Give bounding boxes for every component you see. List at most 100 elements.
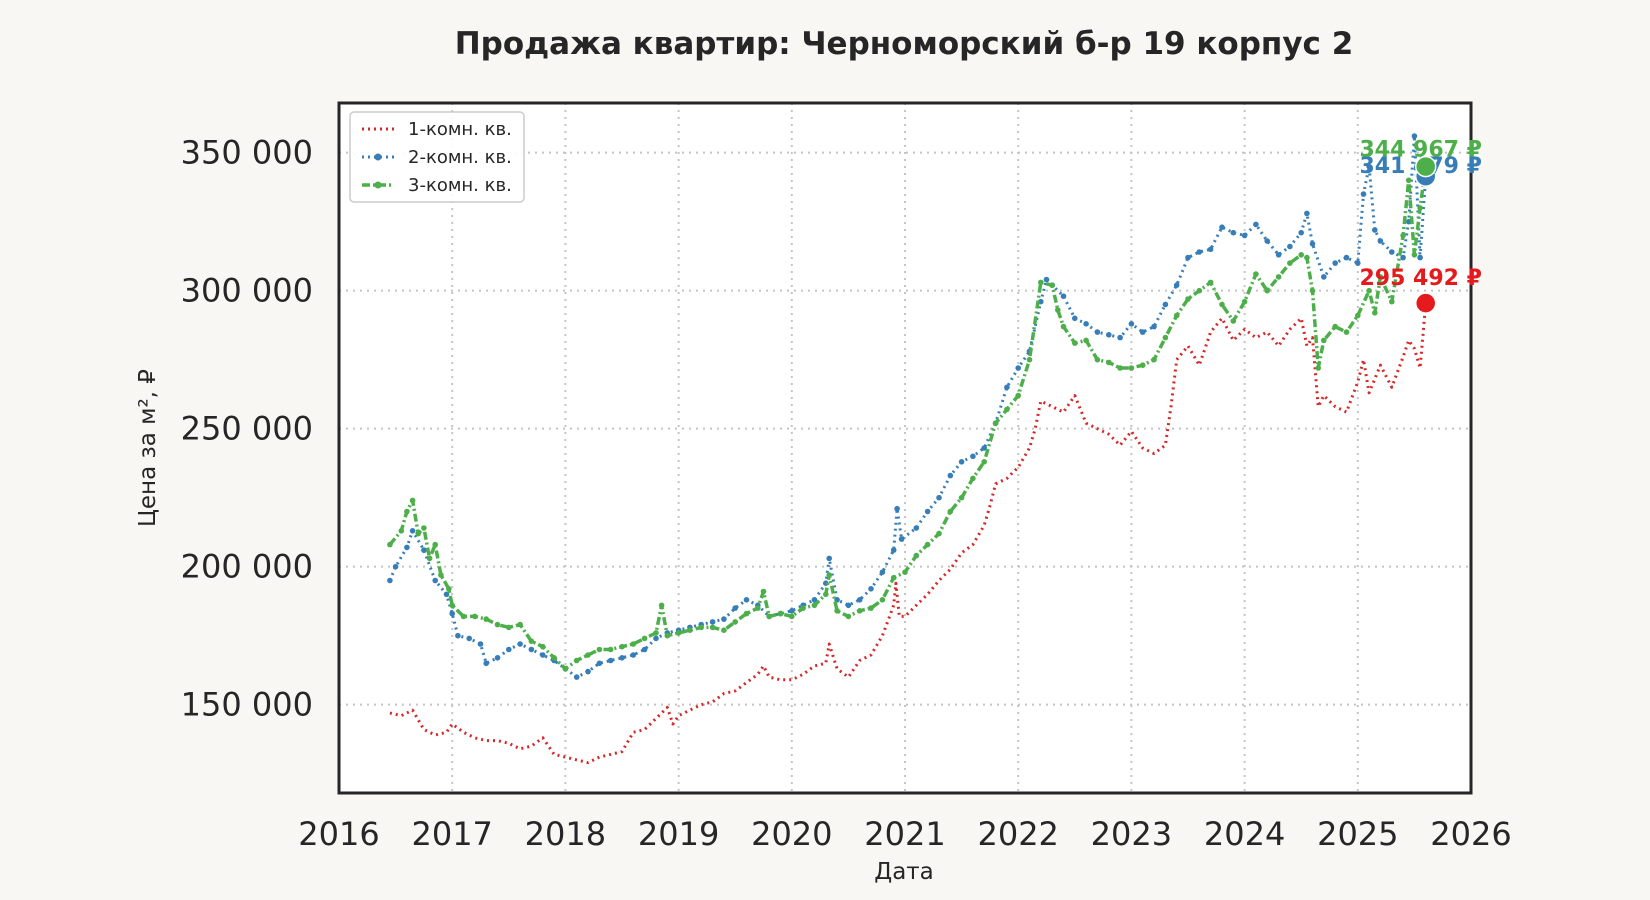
- data-point-3room: [585, 652, 591, 658]
- data-point-3room: [1094, 356, 1101, 363]
- data-point-2room: [506, 646, 512, 653]
- data-point-2room: [826, 555, 832, 562]
- data-point-2room: [1400, 254, 1406, 261]
- data-point-3room: [902, 569, 908, 575]
- data-point-3room: [1072, 340, 1078, 346]
- data-point-3room: [528, 638, 535, 644]
- data-point-2room: [1230, 229, 1237, 236]
- data-point-3room: [1015, 392, 1021, 399]
- data-point-3room: [658, 602, 665, 609]
- x-tick-label: 2017: [411, 815, 492, 853]
- data-point-2room: [1366, 163, 1372, 170]
- y-tick-label: 350 000: [181, 134, 313, 172]
- data-point-3room: [1106, 359, 1112, 366]
- grid-layer: [339, 103, 1471, 793]
- data-point-2room: [1094, 329, 1101, 335]
- data-point-3room: [387, 541, 393, 548]
- data-point-2room: [1151, 323, 1157, 330]
- data-point-2room: [1072, 315, 1078, 322]
- data-point-3room: [845, 613, 852, 620]
- data-point-3room: [1405, 177, 1412, 184]
- data-point-3room: [483, 616, 490, 622]
- data-point-2room: [970, 453, 976, 460]
- data-point-3room: [596, 646, 603, 653]
- data-point-2room: [868, 586, 874, 592]
- data-point-3room: [1049, 282, 1055, 289]
- data-point-2room: [449, 610, 456, 617]
- legend-entry-2room: 2-комн. кв.: [362, 147, 512, 168]
- data-point-3room: [1253, 271, 1259, 277]
- data-point-2room: [1196, 249, 1203, 255]
- data-point-2room: [517, 641, 523, 647]
- data-point-2room: [619, 655, 625, 661]
- x-tick-label: 2025: [1317, 815, 1398, 853]
- data-point-3room: [398, 528, 405, 534]
- data-point-2room: [1298, 229, 1304, 236]
- data-point-3room: [426, 555, 433, 562]
- data-point-3room: [619, 643, 625, 650]
- data-point-2room: [1389, 249, 1395, 255]
- data-point-2room: [913, 525, 920, 531]
- data-point-2room: [641, 646, 648, 653]
- data-point-2room: [1304, 210, 1310, 217]
- data-point-3room: [1355, 312, 1361, 319]
- data-point-3room: [517, 621, 523, 628]
- data-point-3room: [811, 602, 818, 609]
- data-point-3room: [1139, 362, 1146, 369]
- data-point-3room: [1309, 287, 1316, 294]
- data-point-2room: [879, 569, 886, 575]
- data-point-2room: [981, 445, 987, 451]
- data-point-3room: [766, 613, 772, 620]
- data-point-3room: [1366, 287, 1372, 294]
- data-point-3room: [698, 624, 704, 631]
- endpoint-marker-1room: [1414, 292, 1437, 314]
- data-point-2room: [1139, 329, 1146, 335]
- data-point-2room: [540, 652, 546, 658]
- x-tick-label: 2016: [298, 815, 379, 853]
- data-point-3room: [1151, 356, 1157, 363]
- data-point-2room: [732, 605, 738, 611]
- y-tick-label: 300 000: [181, 272, 313, 310]
- data-point-2room: [1004, 384, 1010, 391]
- x-axis-label: Дата: [874, 859, 934, 885]
- data-point-3room: [562, 666, 569, 672]
- x-tick-label: 2020: [751, 815, 832, 853]
- plot-frame: [337, 101, 1473, 795]
- data-point-3room: [732, 619, 738, 625]
- legend-marker-3room: [374, 181, 382, 189]
- legend-label-1room: 1-комн. кв.: [408, 119, 512, 140]
- data-point-2room: [1219, 224, 1225, 230]
- data-point-3room: [573, 657, 580, 664]
- data-point-2room: [1162, 301, 1169, 308]
- data-point-3room: [992, 420, 999, 427]
- data-point-2room: [856, 597, 863, 603]
- data-point-3room: [1389, 298, 1395, 305]
- data-point-3room: [868, 605, 874, 611]
- data-point-2room: [834, 597, 840, 603]
- y-tick-label: 250 000: [181, 410, 313, 448]
- data-point-3room: [1083, 337, 1089, 344]
- data-point-3room: [924, 541, 931, 548]
- data-point-3room: [1372, 310, 1378, 316]
- data-point-3room: [1275, 274, 1282, 280]
- series-line-1room: [389, 302, 1428, 765]
- data-point-3room: [826, 572, 832, 578]
- data-point-3room: [1411, 252, 1418, 258]
- data-point-3room: [1173, 312, 1180, 319]
- data-point-3room: [1060, 323, 1067, 330]
- data-point-2room: [387, 577, 393, 584]
- data-point-3room: [709, 624, 716, 631]
- data-point-3room: [755, 605, 761, 611]
- data-point-2room: [596, 660, 603, 667]
- data-point-3room: [856, 608, 863, 614]
- data-point-2room: [709, 619, 716, 625]
- data-point-3room: [1026, 356, 1033, 363]
- data-point-2room: [789, 608, 795, 614]
- data-point-3room: [687, 627, 693, 633]
- data-point-2room: [1309, 241, 1316, 247]
- data-point-3room: [415, 530, 422, 537]
- endpoint-layer: 295 492 ₽341 479 ₽344 967 ₽: [1359, 138, 1482, 314]
- data-point-2room: [528, 646, 535, 653]
